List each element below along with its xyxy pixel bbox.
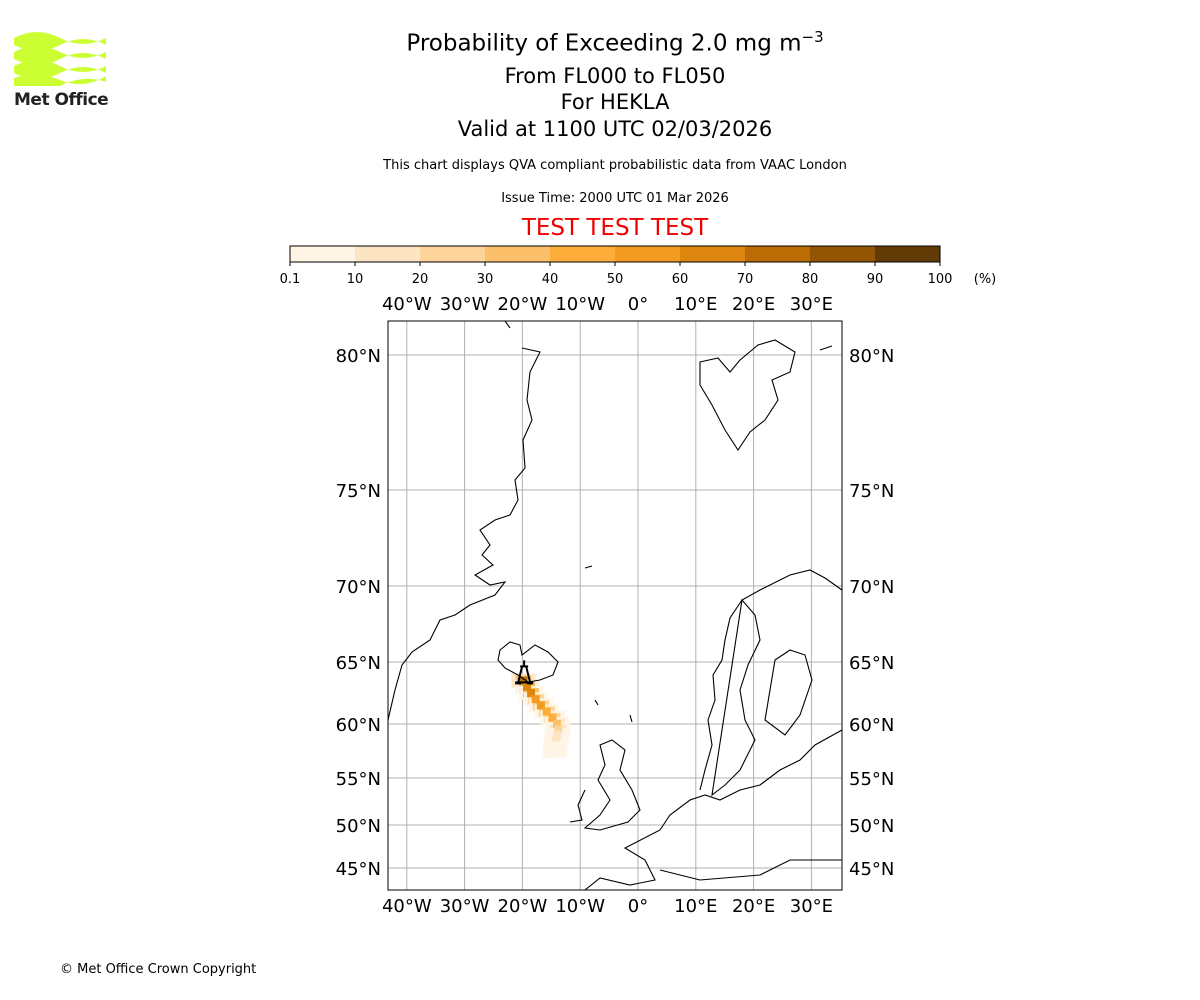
colorbar-bin: [615, 246, 680, 262]
lat-label-left: 45°N: [336, 859, 381, 880]
chart-title: Probability of Exceeding 2.0 mg m−3: [0, 28, 1200, 57]
colorbar-tick-label: 100: [928, 272, 953, 287]
plume-core-cell: [553, 730, 562, 739]
lat-label-right: 70°N: [849, 577, 894, 598]
title-volcano: For HEKLA: [560, 90, 670, 114]
logo-text: Met Office: [14, 90, 109, 110]
lat-label-right: 60°N: [849, 715, 894, 736]
lat-label-left: 60°N: [336, 715, 381, 736]
lon-label-top: 20°E: [732, 294, 775, 315]
faroe-islands: [584, 565, 633, 723]
lat-label-left: 65°N: [336, 653, 381, 674]
colorbar-tick-label: 20: [412, 272, 429, 287]
lon-label-top: 10°W: [555, 294, 605, 315]
coastlines: [387, 320, 843, 891]
issue-time: Issue Time: 2000 UTC 01 Mar 2026: [501, 191, 729, 206]
lon-label-bottom: 10°W: [555, 896, 605, 917]
europe-coast: [584, 729, 843, 891]
colorbar-unit: (%): [974, 272, 997, 287]
colorbar-tick-label: 10: [347, 272, 364, 287]
title-text: Probability of Exceeding 2.0 mg m: [406, 30, 802, 57]
colorbar-bin: [355, 246, 420, 262]
lon-label-top: 30°E: [790, 294, 833, 315]
colorbar-tick-label: 90: [867, 272, 884, 287]
greenland-coast: [387, 320, 541, 721]
plume-core-cell: [550, 747, 559, 755]
axis-labels: 40°W 40°W 30°W 30°W 20°W 20°W 10°W 10°W 0° 0° 10°E…: [336, 294, 895, 917]
colorbar-bin: [420, 246, 485, 262]
plume-core-cell: [531, 695, 540, 704]
title-levels: From FL000 to FL050: [504, 64, 726, 88]
lon-label-top: 20°W: [498, 294, 548, 315]
lon-label-bottom: 30°E: [790, 896, 833, 917]
colorbar-bin: [745, 246, 810, 262]
volcano-base-right: [527, 681, 534, 685]
volcano-base-left: [515, 681, 522, 685]
lat-label-right: 65°N: [849, 653, 894, 674]
lat-label-left: 70°N: [336, 577, 381, 598]
lat-label-right: 50°N: [849, 816, 894, 837]
colorbar-bin: [680, 246, 745, 262]
svalbard-coast: [699, 339, 833, 452]
lon-label-top: 10°E: [674, 294, 717, 315]
iceland-coast: [497, 641, 559, 683]
map-frame: [387, 320, 843, 891]
lon-label-bottom: 40°W: [382, 896, 432, 917]
plume-layer: [511, 673, 571, 758]
lat-label-left: 75°N: [336, 481, 381, 502]
plume-core-cell: [554, 725, 563, 734]
plume-core-cell: [551, 741, 560, 750]
title-valid-time: Valid at 1100 UTC 02/03/2026: [457, 117, 773, 141]
colorbar-tick-label: 0.1: [280, 272, 301, 287]
lon-label-bottom: 30°W: [440, 896, 490, 917]
met-office-logo: [14, 30, 106, 86]
lon-label-bottom: 20°E: [732, 896, 775, 917]
plume-core-cell: [523, 682, 532, 691]
colorbar: 0.1 10 20 30 40 50 60 70 80 90 100 (%): [280, 245, 997, 287]
uk-ireland-coast: [569, 739, 641, 831]
lat-label-right: 80°N: [849, 346, 894, 367]
lon-label-bottom: 0°: [628, 896, 648, 917]
lat-label-right: 75°N: [849, 481, 894, 502]
lat-label-left: 55°N: [336, 769, 381, 790]
lon-label-top: 30°W: [440, 294, 490, 315]
colorbar-bin: [485, 246, 550, 262]
plume-core-cell: [548, 713, 557, 722]
plume-core-cell: [551, 736, 560, 745]
lon-label-top: 40°W: [382, 294, 432, 315]
lat-label-left: 80°N: [336, 346, 381, 367]
colorbar-tick-label: 60: [672, 272, 689, 287]
plume-core-cell: [519, 676, 528, 685]
wave-logo-icon: [14, 32, 106, 86]
colorbar-bin: [290, 246, 355, 262]
scandinavia-coast: [699, 569, 843, 797]
test-banner: TEST TEST TEST: [521, 215, 709, 241]
colorbar-bin: [550, 246, 615, 262]
lon-label-bottom: 10°E: [674, 896, 717, 917]
colorbar-tick-label: 30: [477, 272, 494, 287]
copyright: © Met Office Crown Copyright: [60, 962, 257, 977]
title-exponent: −3: [801, 28, 824, 46]
plume-core-cell: [536, 701, 545, 710]
lat-label-right: 45°N: [849, 859, 894, 880]
lon-label-top: 0°: [628, 294, 648, 315]
volcano-marker: [515, 660, 534, 685]
lat-label-right: 55°N: [849, 769, 894, 790]
lat-label-left: 50°N: [336, 816, 381, 837]
plume-core-cell: [542, 707, 551, 716]
plume-core-cell: [553, 720, 562, 728]
colorbar-tick-label: 40: [542, 272, 559, 287]
subtitle: This chart displays QVA compliant probab…: [383, 158, 847, 173]
colorbar-tick-label: 70: [737, 272, 754, 287]
colorbar-bin: [875, 246, 940, 262]
colorbar-bin: [810, 246, 875, 262]
graticule: [388, 321, 842, 890]
colorbar-tick-label: 50: [607, 272, 624, 287]
colorbar-tick-label: 80: [802, 272, 819, 287]
lon-label-bottom: 20°W: [498, 896, 548, 917]
plume-core-cell: [527, 689, 536, 697]
